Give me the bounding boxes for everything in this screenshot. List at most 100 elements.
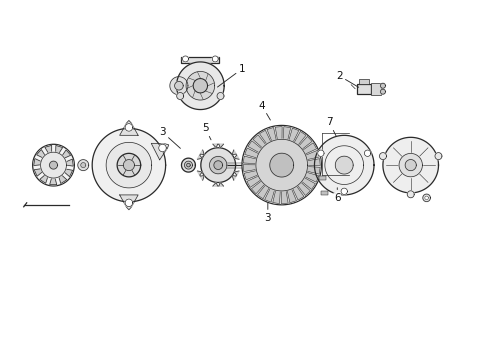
Polygon shape	[120, 121, 138, 135]
Polygon shape	[217, 93, 224, 99]
Polygon shape	[184, 161, 193, 169]
Polygon shape	[247, 176, 261, 187]
Polygon shape	[297, 182, 310, 195]
Polygon shape	[435, 153, 442, 159]
Polygon shape	[341, 188, 347, 194]
Polygon shape	[49, 178, 57, 185]
Polygon shape	[159, 144, 166, 152]
Polygon shape	[380, 83, 386, 88]
Bar	[340, 148, 348, 153]
Polygon shape	[176, 62, 224, 109]
Polygon shape	[213, 144, 223, 148]
Polygon shape	[287, 189, 296, 203]
Polygon shape	[273, 190, 280, 203]
Polygon shape	[242, 125, 321, 205]
Polygon shape	[383, 137, 439, 193]
Polygon shape	[177, 93, 184, 99]
Bar	[321, 191, 328, 195]
Polygon shape	[244, 171, 258, 180]
Polygon shape	[49, 161, 57, 169]
Polygon shape	[245, 148, 259, 158]
Polygon shape	[64, 169, 73, 177]
Polygon shape	[232, 171, 239, 180]
Polygon shape	[125, 123, 133, 131]
Polygon shape	[33, 144, 74, 186]
Polygon shape	[92, 129, 166, 202]
Bar	[371, 83, 381, 95]
Polygon shape	[45, 145, 51, 153]
Polygon shape	[243, 156, 257, 164]
Polygon shape	[335, 156, 353, 174]
Polygon shape	[186, 71, 215, 100]
Polygon shape	[34, 159, 41, 166]
Polygon shape	[303, 143, 317, 154]
Polygon shape	[151, 143, 169, 160]
Polygon shape	[405, 159, 416, 171]
Polygon shape	[293, 186, 304, 200]
Polygon shape	[120, 195, 138, 210]
Polygon shape	[214, 161, 222, 170]
Polygon shape	[210, 157, 227, 174]
Polygon shape	[281, 190, 288, 204]
Polygon shape	[306, 150, 319, 159]
Polygon shape	[248, 141, 262, 153]
Polygon shape	[197, 150, 204, 159]
Polygon shape	[182, 56, 189, 62]
Polygon shape	[299, 136, 312, 149]
Polygon shape	[34, 169, 43, 176]
Text: 3: 3	[159, 127, 180, 148]
Bar	[340, 177, 348, 182]
Bar	[319, 176, 326, 180]
Polygon shape	[307, 159, 320, 166]
Polygon shape	[275, 127, 282, 140]
Polygon shape	[267, 127, 276, 141]
Polygon shape	[212, 56, 218, 62]
Polygon shape	[307, 167, 320, 174]
Polygon shape	[187, 163, 190, 167]
Polygon shape	[256, 139, 308, 191]
Polygon shape	[425, 196, 428, 200]
Polygon shape	[399, 153, 422, 177]
Polygon shape	[125, 199, 133, 207]
Text: 7: 7	[326, 117, 336, 136]
Polygon shape	[305, 172, 318, 182]
Polygon shape	[174, 81, 183, 90]
Polygon shape	[270, 153, 294, 177]
Polygon shape	[365, 150, 371, 156]
Bar	[357, 84, 371, 94]
Polygon shape	[257, 185, 269, 199]
Text: 1: 1	[218, 64, 245, 87]
Text: 2: 2	[336, 71, 359, 87]
Polygon shape	[265, 188, 274, 202]
Polygon shape	[379, 153, 387, 159]
Polygon shape	[283, 127, 291, 140]
Polygon shape	[41, 152, 66, 178]
Text: 4: 4	[259, 100, 270, 120]
Bar	[181, 57, 219, 63]
Polygon shape	[40, 175, 48, 183]
Polygon shape	[251, 181, 265, 194]
Polygon shape	[170, 77, 188, 95]
Polygon shape	[62, 150, 71, 158]
Polygon shape	[197, 171, 204, 180]
Polygon shape	[315, 135, 374, 195]
Polygon shape	[253, 135, 266, 148]
Polygon shape	[117, 153, 141, 177]
Polygon shape	[302, 177, 316, 189]
Text: 5: 5	[202, 123, 211, 140]
Polygon shape	[181, 158, 196, 172]
Text: 3: 3	[265, 203, 271, 223]
Polygon shape	[59, 175, 67, 184]
Polygon shape	[380, 89, 386, 94]
Text: 6: 6	[334, 188, 341, 203]
Polygon shape	[193, 78, 207, 93]
Polygon shape	[294, 131, 306, 145]
Polygon shape	[66, 159, 74, 166]
Polygon shape	[123, 159, 134, 171]
Bar	[326, 163, 334, 168]
Bar	[359, 79, 369, 84]
Polygon shape	[37, 149, 45, 158]
Polygon shape	[243, 165, 256, 171]
Polygon shape	[423, 194, 430, 202]
Polygon shape	[260, 130, 271, 144]
